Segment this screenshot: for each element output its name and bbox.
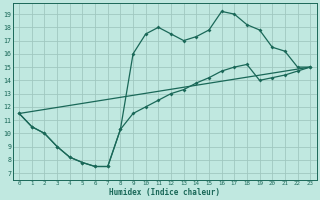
X-axis label: Humidex (Indice chaleur): Humidex (Indice chaleur): [109, 188, 220, 197]
